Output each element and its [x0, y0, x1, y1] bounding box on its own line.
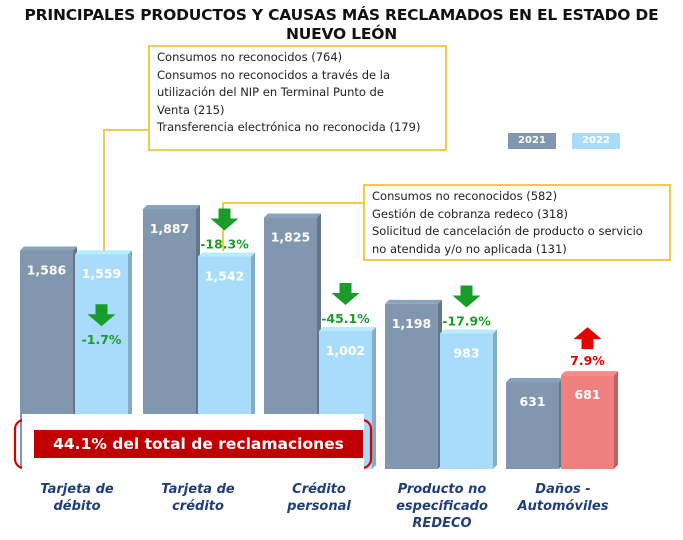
bar-value-label-2022-tarjeta-de-credito: 1,542	[205, 269, 245, 284]
category-label-tarjeta-credito: Tarjeta de crédito	[133, 481, 263, 515]
bar-top-2021-danos-automoviles	[506, 378, 563, 383]
bar-2022-danos-automoviles	[561, 375, 614, 469]
bar-value-label-2021-tarjeta-de-credito: 1,887	[150, 221, 190, 236]
change-arrow-down-icon	[331, 282, 360, 305]
callout-line: Venta (215)	[157, 102, 225, 117]
bar-top-2022-credito-personal	[319, 326, 376, 331]
bar-value-label-2022-producto-no-especificado-redeco: 983	[453, 346, 479, 361]
change-label-tarjeta-de-credito: -18.3%	[200, 237, 249, 252]
bar-value-label-2021-tarjeta-de-debito: 1,586	[27, 262, 67, 277]
bar-value-label-2022-tarjeta-de-debito: 1,559	[82, 266, 122, 281]
bar-top-2021-tarjeta-de-credito	[143, 205, 200, 209]
callout-tarjeta-debito: Consumos no reconocidos (764) Consumos n…	[148, 45, 447, 151]
change-arrow-up-icon	[573, 327, 602, 350]
callout-line: Consumos no reconocidos (764)	[157, 50, 343, 64]
chart-title: PRINCIPALES PRODUCTOS Y CAUSAS MÁS RECLA…	[24, 6, 659, 43]
bar-2021-producto-no-especificado-redeco	[385, 303, 438, 469]
category-label-line: Tarjeta de	[40, 482, 114, 497]
category-label-danos-automoviles: Daños - Automóviles	[498, 481, 628, 515]
category-label-line: Tarjeta de	[161, 482, 235, 497]
bar-top-2022-danos-automoviles	[561, 371, 618, 376]
callout-connector-debito	[103, 129, 148, 251]
bar-top-2022-tarjeta-de-credito	[198, 252, 255, 257]
category-label-line: especificado	[396, 499, 488, 514]
bar-side-2022-credito-personal	[372, 326, 376, 469]
category-label-producto-no-especificado: Producto no especificado REDECO	[377, 481, 507, 532]
change-arrow-down-icon	[452, 285, 481, 308]
bar-2021-danos-automoviles	[506, 382, 559, 469]
bar-top-2022-tarjeta-de-debito	[75, 250, 132, 255]
change-label-producto-no-especificado-redeco: -17.9%	[442, 314, 491, 329]
callout-line: utilización del NIP en Terminal Punto de	[157, 85, 384, 99]
callout-line: Transferencia electrónica no reconocida …	[157, 120, 421, 134]
category-label-line: Automóviles	[517, 499, 609, 514]
bar-value-label-2021-credito-personal: 1,825	[271, 230, 311, 245]
category-label-tarjeta-debito: Tarjeta de débito	[12, 481, 142, 515]
bar-value-label-2022-danos-automoviles: 681	[574, 387, 600, 402]
callout-tarjeta-credito: Consumos no reconocidos (582) Gestión de…	[363, 184, 671, 261]
category-label-line: personal	[287, 499, 351, 514]
bar-top-2022-producto-no-especificado-redeco	[440, 329, 497, 334]
callout-line: Gestión de cobranza redeco (318)	[372, 206, 569, 221]
category-label-line: Daños -	[535, 482, 591, 497]
category-label-line: Crédito	[292, 482, 346, 497]
category-label-line: crédito	[172, 499, 224, 514]
category-label-line: débito	[53, 499, 101, 514]
category-label-credito-personal: Crédito personal	[254, 481, 384, 515]
callout-line: Solicitud de cancelación de producto o s…	[372, 224, 643, 238]
category-label-line: REDECO	[412, 516, 472, 531]
bar-top-2021-tarjeta-de-debito	[20, 246, 77, 251]
bar-value-label-2021-producto-no-especificado-redeco: 1,198	[392, 316, 432, 331]
callout-line: Consumos no reconocidos a través de la	[157, 67, 391, 82]
callout-line: Consumos no reconocidos (582)	[372, 189, 558, 203]
legend-2022: 2022	[572, 133, 620, 149]
callout-line: no atendida y/o no aplicada (131)	[372, 241, 567, 256]
change-label-credito-personal: -45.1%	[321, 311, 370, 326]
bar-value-label-2022-credito-personal: 1,002	[326, 343, 366, 358]
bar-2022-producto-no-especificado-redeco	[440, 333, 493, 469]
bar-top-2021-producto-no-especificado-redeco	[385, 299, 442, 304]
change-arrow-down-icon	[87, 304, 116, 327]
change-label-danos-automoviles: 7.9%	[570, 353, 605, 368]
bar-side-2022-producto-no-especificado-redeco	[493, 329, 497, 469]
bar-value-label-2021-danos-automoviles: 631	[519, 394, 545, 409]
category-label-line: Producto no	[397, 482, 487, 497]
callout-connector-credito	[222, 202, 363, 251]
legend-2021: 2021	[508, 133, 556, 149]
bar-top-2021-credito-personal	[264, 213, 321, 218]
total-share-banner: 44.1% del total de reclamaciones	[34, 430, 363, 458]
change-label-tarjeta-de-debito: -1.7%	[82, 332, 122, 347]
change-arrow-down-icon	[210, 208, 239, 231]
bar-side-2022-danos-automoviles	[614, 371, 618, 469]
